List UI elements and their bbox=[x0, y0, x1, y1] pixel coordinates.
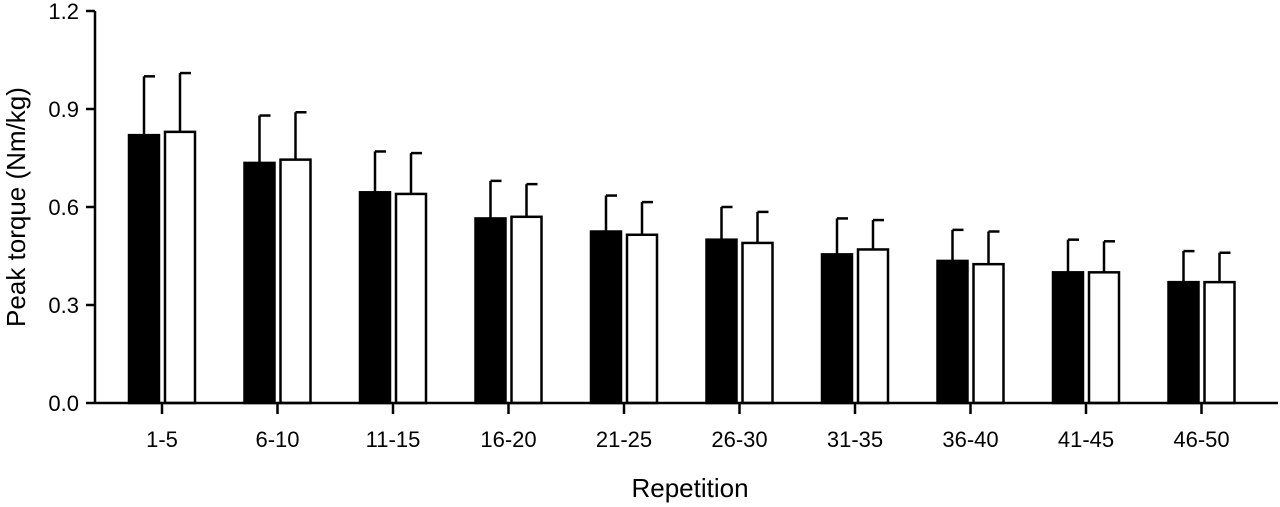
bar-0-6 bbox=[820, 253, 854, 405]
x-tick-label-6: 31-35 bbox=[827, 427, 883, 452]
y-tick-label-1: 0.3 bbox=[48, 293, 79, 318]
bar-0-7 bbox=[936, 259, 969, 405]
x-tick-label-5: 26-30 bbox=[711, 427, 767, 452]
bar-0-2 bbox=[358, 191, 392, 405]
bar-1-9 bbox=[1203, 280, 1236, 405]
bar-1-0 bbox=[163, 130, 197, 405]
ticks-layer: 0.0 0.3 0.6 0.9 1.2 1-5 6-10 11-15 16-20 21-25 26-… bbox=[48, 0, 1229, 452]
x-tick-label-4: 21-25 bbox=[596, 427, 652, 452]
bar-1-4 bbox=[625, 233, 659, 405]
x-tick-label-9: 46-50 bbox=[1173, 427, 1229, 452]
bar-1-3 bbox=[510, 215, 543, 405]
y-tick-label-0: 0.0 bbox=[48, 391, 79, 416]
x-tick-label-3: 16-20 bbox=[480, 427, 536, 452]
x-axis-title: Repetition bbox=[631, 473, 748, 503]
bar-1-2 bbox=[394, 192, 428, 405]
bar-0-9 bbox=[1167, 280, 1200, 405]
bar-0-3 bbox=[474, 217, 507, 405]
bar-1-1 bbox=[279, 158, 312, 405]
bar-0-5 bbox=[705, 238, 738, 405]
bar-0-4 bbox=[589, 230, 623, 405]
y-tick-label-3: 0.9 bbox=[48, 97, 79, 122]
y-tick-label-4: 1.2 bbox=[48, 0, 79, 24]
bar-1-7 bbox=[972, 262, 1005, 405]
y-axis-title: Peak torque (Nm/kg) bbox=[1, 87, 31, 327]
y-tick-label-2: 0.6 bbox=[48, 195, 79, 220]
bar-1-5 bbox=[741, 241, 774, 405]
bar-0-0 bbox=[127, 133, 161, 405]
bar-1-6 bbox=[856, 248, 890, 405]
x-tick-label-2: 11-15 bbox=[366, 427, 421, 452]
bar-1-8 bbox=[1087, 271, 1121, 405]
x-tick-label-0: 1-5 bbox=[146, 427, 178, 452]
bar-0-1 bbox=[243, 161, 276, 405]
x-tick-label-7: 36-40 bbox=[942, 427, 998, 452]
x-tick-label-8: 41-45 bbox=[1058, 427, 1114, 452]
bar-0-8 bbox=[1051, 271, 1085, 405]
x-tick-label-1: 6-10 bbox=[255, 427, 299, 452]
bars-layer bbox=[127, 71, 1236, 405]
